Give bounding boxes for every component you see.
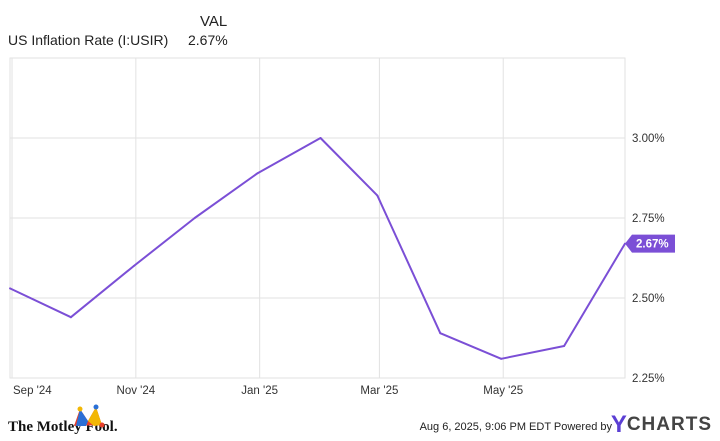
- ycharts-logo[interactable]: Y CHARTS: [611, 413, 712, 437]
- legend-value-header: VAL: [200, 13, 228, 30]
- timestamp-text: Aug 6, 2025, 9:06 PM EDT: [419, 421, 551, 433]
- jester-hat-icon: [74, 404, 105, 428]
- line-chart: 2.25% 2.50% 2.75% 3.00% Sep '24 Nov '24 Jan '2…: [9, 57, 675, 397]
- y-tick-label: 2.50%: [632, 293, 665, 305]
- series-line: [9, 137, 626, 360]
- last-value-label: 2.67%: [636, 239, 669, 251]
- data-point: [376, 194, 379, 197]
- last-value-marker: [625, 234, 675, 253]
- x-tick-label: Nov '24: [117, 385, 156, 397]
- y-tick-label: 2.25%: [632, 373, 665, 385]
- data-point: [563, 345, 566, 347]
- x-tick-label: Mar '25: [360, 385, 398, 397]
- powered-by-text: Powered by: [553, 421, 612, 433]
- ycharts-y-mark: Y: [610, 411, 627, 438]
- chart-footer: The Motley Fool. Aug 6, 2025, 9:06 PM ED…: [0, 404, 720, 441]
- legend-series-name[interactable]: US Inflation Rate (I:USIR): [8, 32, 169, 48]
- y-tick-label: 2.75%: [632, 213, 665, 225]
- x-tick-label: Sep '24: [13, 385, 52, 397]
- footer-timestamp: Aug 6, 2025, 9:06 PM EDT Powered by: [420, 421, 612, 433]
- data-point: [319, 137, 322, 139]
- ycharts-wordmark: CHARTS: [626, 414, 712, 435]
- data-point: [132, 265, 135, 267]
- data-point: [193, 217, 196, 219]
- data-point: [9, 287, 11, 290]
- data-point: [500, 357, 503, 360]
- data-point: [439, 332, 442, 335]
- y-tick-label: 3.00%: [632, 133, 665, 145]
- x-tick-label: May '25: [483, 385, 523, 397]
- chart-legend: VAL US Inflation Rate (I:USIR) 2.67%: [0, 0, 260, 56]
- x-tick-label: Jan '25: [241, 385, 278, 397]
- data-point: [256, 172, 259, 175]
- data-point: [69, 316, 72, 319]
- legend-series-value: 2.67%: [188, 32, 228, 48]
